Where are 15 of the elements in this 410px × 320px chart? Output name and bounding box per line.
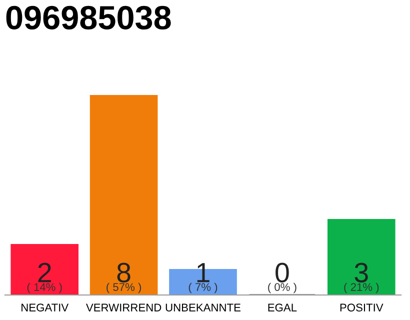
data-label: 0 [276, 262, 289, 282]
x-tick-label: EGAL [268, 304, 297, 312]
chart-title: 096985038 [6, 6, 171, 30]
x-tick-label: VERWIRREND [86, 304, 162, 312]
annotation: ( 21% ) [344, 282, 379, 294]
annotation: ( 0% ) [268, 282, 296, 294]
x-tick-label: POSITIV [340, 304, 384, 312]
annotation: ( 57% ) [106, 282, 142, 294]
x-tick-label: UNBEKANNTE [166, 304, 240, 312]
data-label: 8 [117, 262, 130, 282]
data-label: 3 [354, 262, 368, 282]
annotation: ( 14% ) [27, 282, 62, 294]
x-tick-label: NEGATIV [22, 304, 69, 312]
data-label: 2 [38, 262, 51, 282]
annotation: ( 7% ) [188, 282, 218, 294]
